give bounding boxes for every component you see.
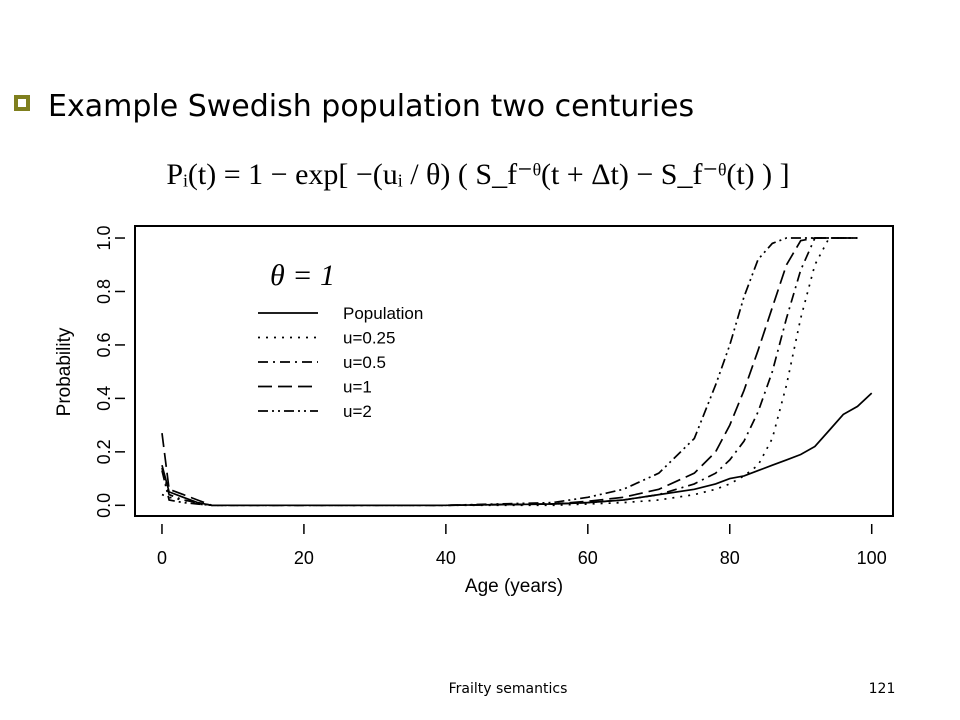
series-line: [161, 392, 873, 507]
x-tick-label: 80: [720, 548, 740, 568]
footer: Frailty semantics: [449, 681, 568, 697]
legend-label: u=0.25: [343, 329, 395, 348]
plot-frame: [134, 225, 894, 517]
y-tick-label: 0.8: [94, 279, 114, 304]
y-tick-label: 0.0: [94, 493, 114, 518]
y-tick-label: 0.6: [94, 332, 114, 357]
x-tick-label: 0: [157, 548, 167, 568]
bullet-icon-inner: [18, 99, 26, 107]
y-tick-label: 0.2: [94, 439, 114, 464]
x-axis-label: Age (years): [465, 576, 563, 597]
series-line: [161, 237, 858, 507]
y-axis-label: Probability: [54, 327, 75, 416]
annotation: θ = 1: [270, 259, 335, 292]
x-tick-label: 40: [436, 548, 456, 568]
legend-label: u=0.5: [343, 353, 386, 372]
series-line: [161, 237, 858, 507]
page-number: 121: [869, 681, 896, 697]
legend-label: Population: [343, 304, 423, 323]
legend-label: u=2: [343, 402, 372, 421]
x-tick-label: 20: [294, 548, 314, 568]
series-line: [161, 237, 858, 507]
legend-label: u=1: [343, 378, 372, 397]
x-tick-label: 100: [857, 548, 887, 568]
series-line: [161, 237, 858, 507]
x-tick-label: 60: [578, 548, 598, 568]
y-tick-label: 0.4: [94, 386, 114, 411]
y-tick-label: 1.0: [94, 226, 114, 251]
formula: Pᵢ(t) = 1 − exp[ −(uᵢ / θ) ( S_f⁻ᶿ(t + Δ…: [166, 158, 789, 191]
bullet-text: Example Swedish population two centuries: [48, 89, 694, 124]
